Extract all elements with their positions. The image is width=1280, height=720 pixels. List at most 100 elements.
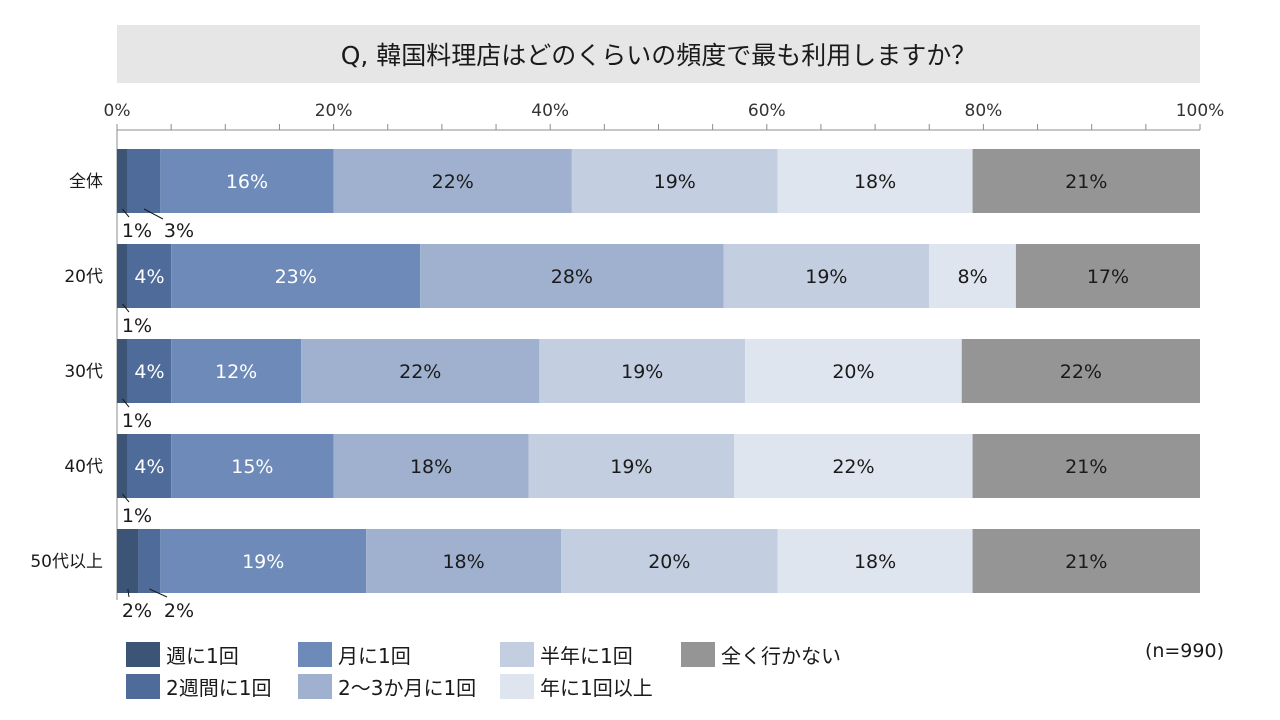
bar-segment xyxy=(528,434,735,498)
legend-item: 半年に1回 xyxy=(500,640,633,669)
data-label: 18% xyxy=(442,551,484,573)
data-label: 1% xyxy=(122,410,152,432)
bar-segment xyxy=(117,434,128,498)
legend-swatch xyxy=(500,642,534,667)
bar-segment xyxy=(333,434,529,498)
data-label: 4% xyxy=(134,456,164,478)
legend-label: 週に1回 xyxy=(166,644,239,668)
bar-segment xyxy=(972,434,1200,498)
data-label: 16% xyxy=(226,171,268,193)
data-label: 1% xyxy=(122,505,152,527)
leader-line xyxy=(122,303,130,313)
data-label: 21% xyxy=(1065,171,1107,193)
bar-segment xyxy=(561,529,778,593)
data-label: 19% xyxy=(805,266,847,288)
bar-segment xyxy=(333,149,572,213)
data-label: 21% xyxy=(1065,456,1107,478)
data-label: 22% xyxy=(432,171,474,193)
bar-segment xyxy=(138,529,161,593)
bar-segment xyxy=(160,529,367,593)
bar-segment xyxy=(117,529,139,593)
data-label: 2% xyxy=(164,600,194,622)
leader-line xyxy=(122,398,130,408)
data-label: 17% xyxy=(1087,266,1129,288)
bar-segment xyxy=(723,244,930,308)
legend-label: 全く行かない xyxy=(721,644,841,668)
leader-line xyxy=(122,493,130,503)
leader-line xyxy=(122,208,130,218)
category-label: 50代以上 xyxy=(30,552,103,572)
legend-item: 週に1回 xyxy=(126,640,239,669)
data-label: 19% xyxy=(621,361,663,383)
data-label: 12% xyxy=(215,361,257,383)
category-label: 40代 xyxy=(64,457,103,477)
bar-segment xyxy=(734,434,973,498)
bar-segment xyxy=(745,339,962,403)
bar-segment xyxy=(777,529,973,593)
legend-item: 2～3か月に1回 xyxy=(298,672,476,701)
bar-segment xyxy=(1015,244,1200,308)
data-label: 22% xyxy=(832,456,874,478)
legend-swatch xyxy=(681,642,715,667)
x-tick-label: 80% xyxy=(965,101,1003,121)
bar-segment xyxy=(539,339,746,403)
legend-item: 年に1回以上 xyxy=(500,672,653,701)
bar-segment xyxy=(117,339,128,403)
leader-line xyxy=(143,208,164,220)
data-label: 2% xyxy=(122,600,152,622)
data-label: 8% xyxy=(957,266,987,288)
data-label: 18% xyxy=(854,551,896,573)
data-label: 22% xyxy=(399,361,441,383)
data-label: 18% xyxy=(854,171,896,193)
data-label: 1% xyxy=(122,220,152,242)
legend-item: 月に1回 xyxy=(298,640,411,669)
leader-line xyxy=(127,588,130,598)
data-label: 15% xyxy=(231,456,273,478)
bar-segment xyxy=(127,244,172,308)
legend-swatch xyxy=(500,674,534,699)
bar-segment xyxy=(961,339,1200,403)
bar-segment xyxy=(777,149,973,213)
bar-segment xyxy=(972,149,1200,213)
legend-swatch xyxy=(298,674,332,699)
legend-item: 全く行かない xyxy=(681,640,841,669)
legend-label: 2～3か月に1回 xyxy=(338,676,477,700)
data-label: 4% xyxy=(134,266,164,288)
bar-segment xyxy=(972,529,1200,593)
legend-label: 2週間に1回 xyxy=(166,676,272,700)
bar-segment xyxy=(117,149,128,213)
bar-segment xyxy=(171,244,421,308)
category-label: 30代 xyxy=(64,362,103,382)
legend-item: 2週間に1回 xyxy=(126,672,271,701)
legend-swatch xyxy=(126,674,160,699)
bar-segment xyxy=(127,339,172,403)
data-label: 19% xyxy=(242,551,284,573)
legend-label: 年に1回以上 xyxy=(540,676,653,700)
data-label: 20% xyxy=(648,551,690,573)
data-label: 21% xyxy=(1065,551,1107,573)
data-label: 22% xyxy=(1060,361,1102,383)
category-label: 全体 xyxy=(69,172,103,192)
data-label: 3% xyxy=(164,220,194,242)
sample-size-note: (n=990) xyxy=(1144,640,1224,662)
x-tick-label: 20% xyxy=(315,101,353,121)
legend-label: 半年に1回 xyxy=(540,644,633,668)
data-label: 23% xyxy=(275,266,317,288)
bar-segment xyxy=(571,149,778,213)
legend-swatch xyxy=(298,642,332,667)
bar-segment xyxy=(127,434,172,498)
x-tick-label: 0% xyxy=(104,101,131,121)
data-label: 28% xyxy=(551,266,593,288)
bar-segment xyxy=(160,149,334,213)
data-label: 4% xyxy=(134,361,164,383)
bar-segment xyxy=(420,244,724,308)
bar-segment xyxy=(929,244,1016,308)
data-label: 20% xyxy=(832,361,874,383)
data-label: 1% xyxy=(122,315,152,337)
bar-segment xyxy=(301,339,540,403)
data-label: 19% xyxy=(610,456,652,478)
data-label: 18% xyxy=(410,456,452,478)
chart-title: Q, 韓国料理店はどのくらいの頻度で最も利用しますか？ xyxy=(117,25,1200,83)
x-tick-label: 40% xyxy=(531,101,569,121)
